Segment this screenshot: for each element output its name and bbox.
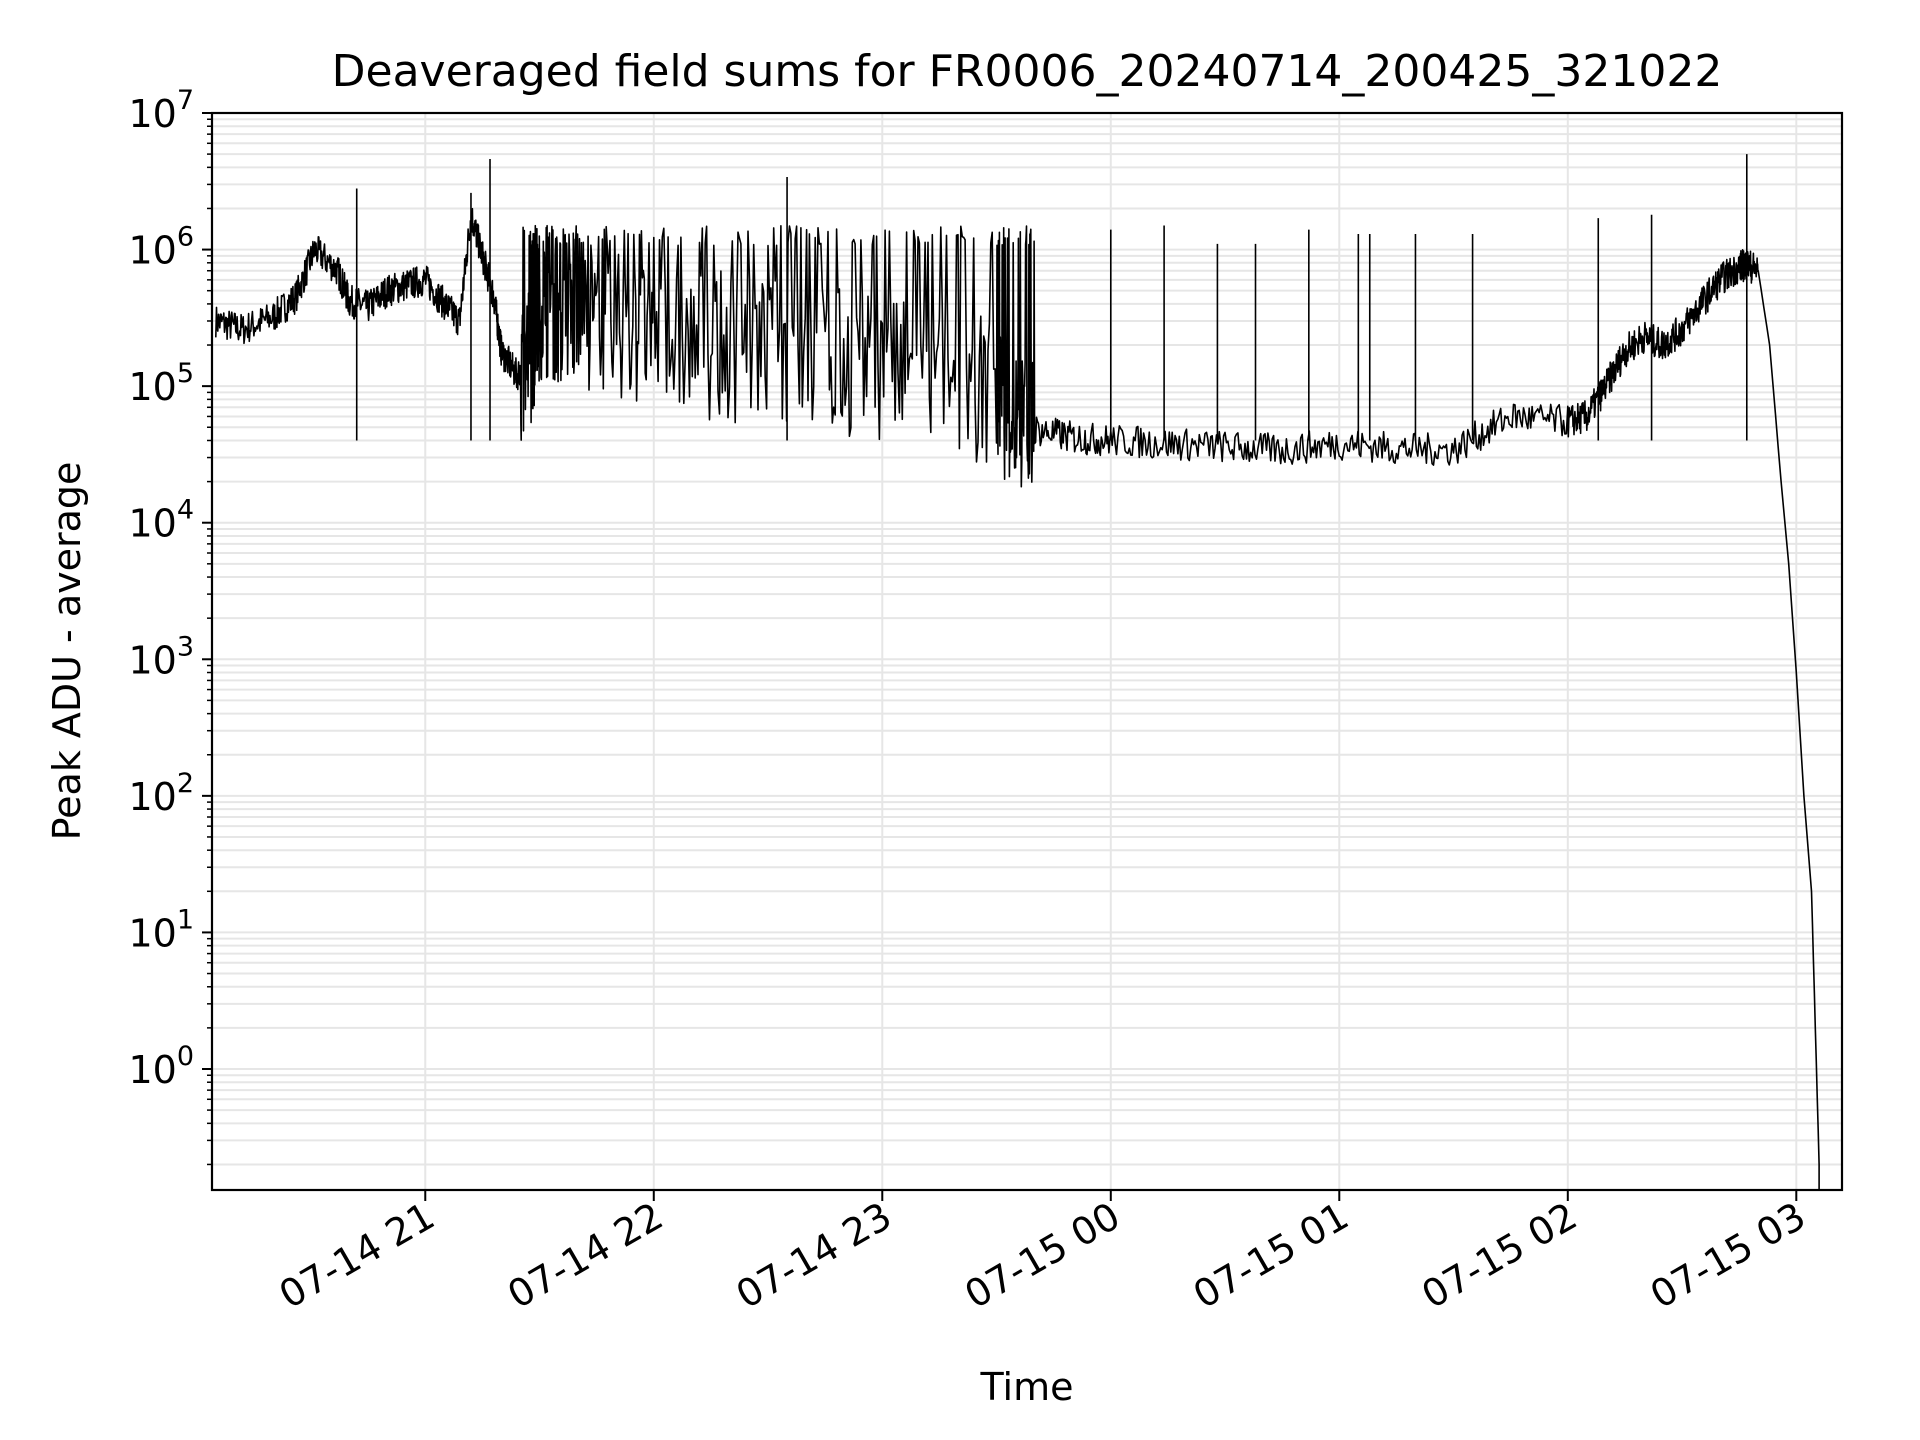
y-tick-exponent: 5 xyxy=(177,358,194,389)
series-line xyxy=(215,207,1820,1190)
y-tick-label: 106 xyxy=(128,222,194,273)
y-tick-exponent: 7 xyxy=(177,85,194,116)
grid xyxy=(212,112,1842,1190)
y-tick-base: 10 xyxy=(128,92,176,136)
y-tick-label: 107 xyxy=(128,85,194,136)
y-axis-label: Peak ADU - average xyxy=(45,462,89,841)
x-axis-label: Time xyxy=(980,1365,1074,1409)
y-tick-base: 10 xyxy=(128,638,176,682)
chart-title: Deaveraged field sums for FR0006_2024071… xyxy=(332,46,1723,97)
y-tick-label: 103 xyxy=(128,631,194,682)
y-tick-base: 10 xyxy=(128,1048,176,1092)
axes-frame xyxy=(210,111,1844,1192)
y-tick-label: 100 xyxy=(128,1041,194,1092)
y-tick-base: 10 xyxy=(128,911,176,955)
y-tick-exponent: 6 xyxy=(177,222,194,253)
y-tick-exponent: 2 xyxy=(177,768,194,799)
y-tick-exponent: 1 xyxy=(177,904,194,935)
y-tick-base: 10 xyxy=(128,365,176,409)
y-tick-exponent: 0 xyxy=(177,1041,194,1072)
y-tick-label: 105 xyxy=(128,358,194,409)
plot-area xyxy=(215,154,1820,1190)
y-tick-base: 10 xyxy=(128,229,176,273)
y-tick-label: 102 xyxy=(128,768,194,819)
y-tick-base: 10 xyxy=(128,775,176,819)
y-tick-base: 10 xyxy=(128,502,176,546)
y-tick-exponent: 4 xyxy=(177,495,194,526)
y-tick-exponent: 3 xyxy=(177,631,194,662)
y-tick-label: 104 xyxy=(128,495,194,546)
y-tick-label: 101 xyxy=(128,904,194,955)
